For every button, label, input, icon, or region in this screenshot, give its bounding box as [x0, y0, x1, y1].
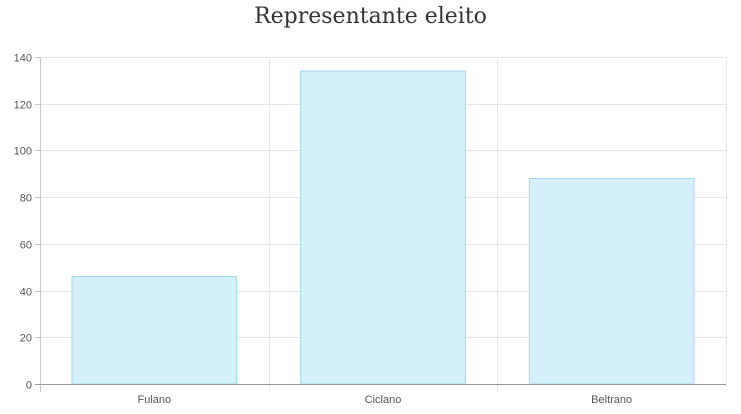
y-tick-label: 0 — [26, 380, 32, 392]
y-tick-label: 80 — [20, 193, 32, 205]
chart-title: Representante eleito — [254, 4, 487, 29]
x-tick-label: Beltrano — [591, 394, 632, 406]
bar-beltrano — [528, 177, 695, 385]
bar-fulano — [71, 276, 238, 385]
y-tick-label: 100 — [14, 146, 32, 158]
y-tick-label: 20 — [20, 333, 32, 345]
y-tick-label: 40 — [20, 287, 32, 299]
y-tick-label: 120 — [14, 100, 32, 112]
x-tick-label: Fulano — [138, 394, 172, 406]
tick-labels: 0 20 40 60 80 100 120 140 Fulano Ciclano Beltrano — [14, 53, 633, 407]
x-tick-label: Ciclano — [365, 394, 402, 406]
bars — [71, 70, 695, 385]
y-tick-label: 60 — [20, 240, 32, 252]
bar-ciclano — [300, 70, 466, 385]
axes — [35, 57, 726, 392]
y-tick-label: 140 — [14, 53, 32, 65]
